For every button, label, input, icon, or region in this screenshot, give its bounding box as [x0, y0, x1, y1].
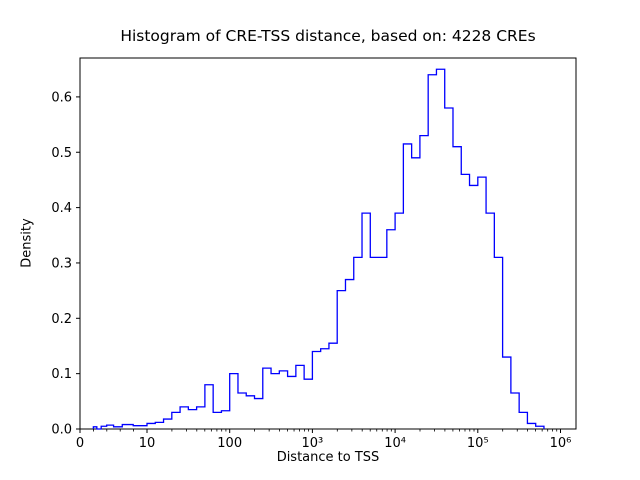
- y-tick-label: 0.1: [51, 367, 72, 382]
- x-tick-label: 10⁴: [384, 436, 406, 451]
- y-tick-label: 0.3: [51, 256, 72, 271]
- chart-title: Histogram of CRE-TSS distance, based on:…: [120, 27, 536, 45]
- y-tick-label: 0.4: [51, 201, 72, 216]
- x-axis-title: Distance to TSS: [276, 450, 380, 465]
- x-tick-label: 0: [76, 436, 84, 451]
- x-tick-label: 100: [217, 436, 242, 451]
- x-tick-label: 10⁵: [467, 436, 489, 451]
- plot-frame: [79, 57, 577, 430]
- y-tick-label: 0.6: [51, 90, 72, 105]
- x-tick-label: 10: [139, 436, 156, 451]
- histogram-line: [92, 68, 545, 430]
- y-tick-label: 0.2: [51, 312, 72, 327]
- x-tick-label: 10⁶: [550, 436, 572, 451]
- y-tick-label: 0.5: [51, 146, 72, 161]
- x-tick-label: 10³: [302, 436, 324, 451]
- y-tick-label: 0.0: [51, 423, 72, 438]
- y-axis-title: Density: [19, 218, 35, 268]
